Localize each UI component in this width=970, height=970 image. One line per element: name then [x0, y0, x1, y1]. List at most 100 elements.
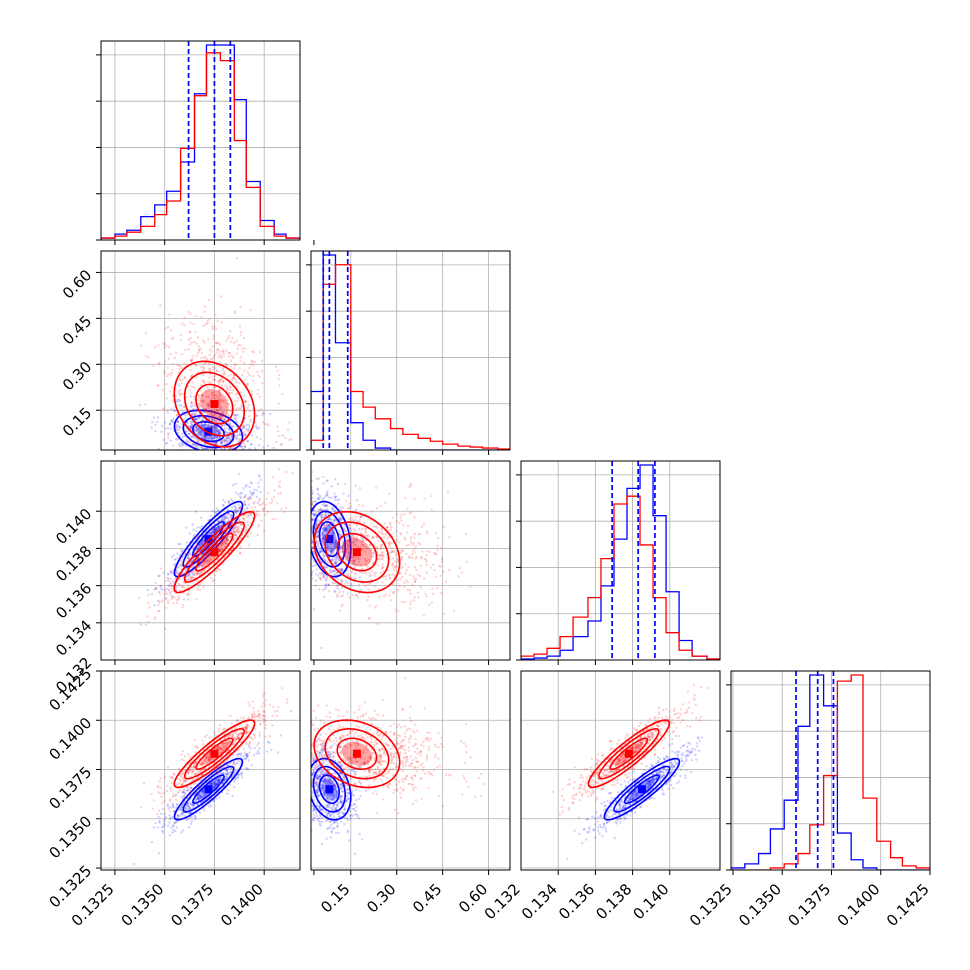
sample-point	[207, 362, 210, 366]
sample-point	[339, 569, 342, 572]
sample-point	[199, 570, 202, 574]
sample-point	[351, 562, 354, 566]
sample-point	[192, 395, 196, 398]
sample-point	[214, 783, 217, 786]
sample-point	[384, 578, 388, 581]
sample-point	[334, 562, 338, 565]
sample-point	[146, 588, 149, 592]
contour-level-1	[183, 521, 245, 583]
sample-point	[246, 382, 249, 385]
sample-point	[227, 512, 230, 516]
sample-point	[172, 417, 175, 420]
sample-point	[220, 541, 223, 544]
sample-point	[322, 560, 325, 563]
sample-point	[376, 546, 379, 549]
sample-point	[213, 418, 217, 421]
sample-point	[229, 365, 233, 368]
sample-point	[324, 527, 327, 531]
sample-point	[332, 553, 335, 556]
sample-point	[169, 374, 172, 377]
sample-point	[242, 747, 246, 750]
sample-point	[315, 535, 318, 539]
sample-point	[192, 442, 195, 446]
sample-point	[381, 567, 385, 570]
sample-point	[239, 492, 242, 495]
sample-point	[216, 525, 220, 528]
sample-point	[329, 539, 332, 542]
sample-point	[379, 545, 383, 548]
sample-point	[156, 826, 160, 829]
sample-point	[215, 544, 218, 547]
sample-point	[236, 531, 239, 534]
sample-point	[401, 575, 404, 579]
sample-point	[182, 431, 185, 434]
sample-point	[313, 513, 317, 517]
sample-point	[394, 553, 397, 557]
sample-point	[195, 364, 198, 367]
sample-point	[210, 413, 213, 416]
sample-point	[341, 528, 344, 531]
sample-point	[429, 566, 433, 569]
sample-point	[243, 495, 246, 499]
sample-point	[198, 394, 202, 397]
sample-point	[329, 549, 333, 553]
sample-point	[165, 597, 168, 600]
sample-point	[223, 371, 226, 374]
sample-point	[188, 343, 192, 346]
sample-point	[353, 563, 356, 566]
sample-point	[216, 543, 220, 547]
sample-point	[243, 501, 246, 504]
sample-point	[158, 592, 162, 595]
sample-point	[226, 538, 229, 542]
sample-point	[233, 778, 236, 781]
sample-point	[241, 516, 245, 520]
sample-point	[166, 766, 170, 769]
sample-point	[159, 567, 163, 570]
sample-point	[225, 439, 228, 443]
sample-point	[311, 518, 315, 522]
sample-point	[148, 606, 151, 609]
sample-point	[189, 321, 192, 324]
sample-point	[322, 482, 325, 485]
sample-point	[244, 427, 248, 431]
sample-point	[341, 569, 344, 573]
sample-point	[161, 829, 164, 832]
sample-point	[202, 368, 206, 371]
sample-point	[428, 603, 431, 606]
sample-point	[211, 396, 215, 400]
sample-point	[223, 541, 226, 544]
sample-point	[341, 550, 345, 553]
sample-point	[199, 778, 202, 782]
sample-point	[372, 525, 376, 528]
sample-point	[205, 357, 209, 361]
sample-point	[190, 401, 194, 405]
sample-point	[216, 782, 219, 786]
sample-point	[190, 423, 193, 427]
sample-point	[174, 577, 177, 581]
sample-point	[234, 482, 238, 485]
sample-point	[202, 569, 205, 572]
sample-point	[181, 435, 184, 439]
sample-point	[162, 438, 165, 441]
sample-point	[247, 544, 251, 547]
sample-point	[233, 530, 236, 534]
sample-point	[218, 431, 222, 434]
sample-point	[171, 398, 174, 402]
sample-point	[232, 527, 235, 531]
sample-point	[337, 584, 340, 587]
sample-point	[339, 548, 342, 551]
contour-level-1	[182, 414, 235, 449]
sample-point	[327, 524, 331, 527]
sample-point	[185, 804, 189, 807]
sample-point	[250, 359, 253, 363]
sample-point	[237, 396, 240, 399]
sample-point	[220, 412, 224, 416]
sample-point	[357, 596, 360, 599]
sample-point	[172, 806, 175, 809]
sample-point	[189, 786, 192, 789]
contour-level-0	[173, 360, 256, 448]
sample-point	[194, 815, 197, 819]
sample-point	[165, 344, 168, 347]
sample-point	[342, 545, 346, 549]
sample-point	[185, 541, 188, 544]
